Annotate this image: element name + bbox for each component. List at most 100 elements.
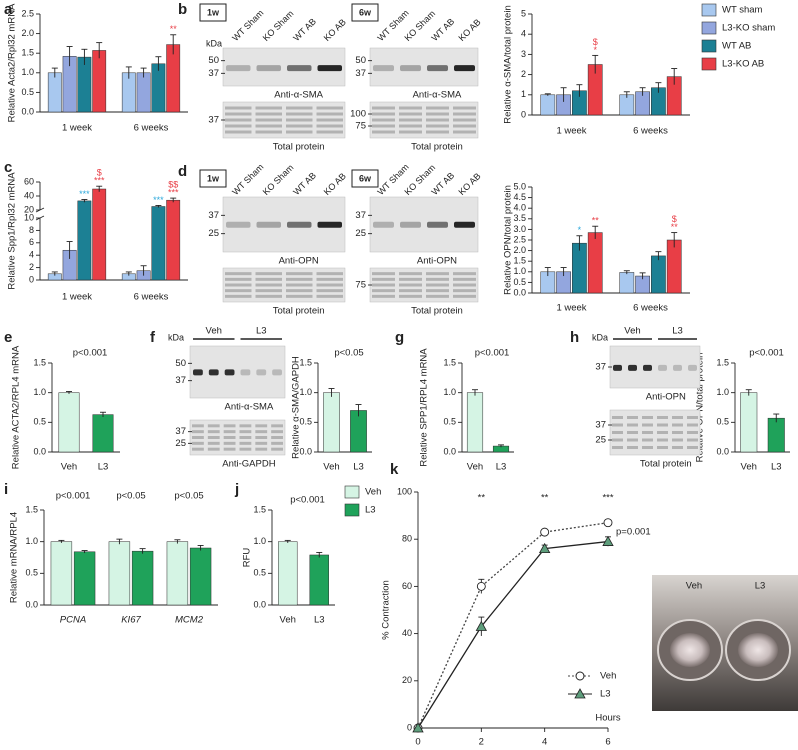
bar [619, 272, 635, 294]
kda-label: kDa [168, 332, 184, 342]
band [612, 423, 623, 427]
marker [538, 542, 551, 554]
band [453, 118, 476, 122]
band [372, 118, 395, 122]
lane-label: WT AB [430, 170, 457, 197]
kda-marker: 37 [208, 210, 219, 221]
band [427, 221, 448, 228]
significance: *** [602, 493, 613, 504]
legend-label: L3-KO sham [722, 23, 775, 34]
y-tick-label: 0 [29, 274, 34, 284]
band [672, 423, 683, 427]
band [225, 277, 252, 281]
band [207, 441, 220, 445]
legend-label: L3 [365, 505, 376, 516]
lane-label: KO AB [322, 171, 348, 197]
band [255, 294, 282, 298]
x-axis-title: Hours [595, 713, 621, 724]
y-tick-label: 0.5 [299, 417, 312, 427]
band [255, 441, 268, 445]
panel-label: f [150, 329, 156, 346]
kda-marker: 25 [208, 228, 219, 239]
legend-swatch [701, 21, 717, 35]
band [687, 423, 698, 427]
p-value: p<0.05 [334, 348, 363, 359]
kda-marker: 37 [355, 210, 366, 221]
y-tick-label: 0.0 [21, 106, 34, 116]
band [372, 294, 395, 298]
band [687, 438, 698, 442]
legend-label: WT sham [722, 5, 763, 16]
band [658, 364, 667, 371]
band [192, 436, 204, 439]
y-tick-label: 0.5 [25, 568, 38, 578]
kda-marker: 50 [355, 55, 366, 66]
band [287, 221, 312, 228]
band [372, 124, 395, 128]
x-tick-label: 6 weeks [134, 292, 169, 303]
y-tick-label: 100 [397, 486, 412, 496]
band [687, 431, 698, 434]
band [657, 438, 668, 442]
x-tick-label: Veh [280, 615, 296, 626]
y-tick-label: 1.0 [33, 387, 46, 397]
band [255, 118, 282, 122]
legend-label: Veh [600, 671, 616, 682]
kda-marker: 25 [175, 438, 186, 449]
y-tick-label: 80 [402, 534, 412, 544]
blot-image [609, 345, 701, 389]
bar [323, 392, 340, 453]
y-tick-label: 1.5 [716, 357, 729, 367]
band [271, 430, 283, 434]
band [255, 130, 282, 134]
band [208, 369, 219, 376]
band [426, 118, 449, 122]
band [426, 124, 449, 128]
lane-label: KO AB [457, 171, 483, 197]
band [316, 106, 343, 110]
band [642, 416, 653, 419]
series-line [417, 540, 609, 729]
band [642, 438, 653, 442]
band [316, 289, 343, 293]
band [225, 106, 252, 110]
bar [136, 72, 151, 113]
tag-box [351, 3, 379, 22]
band [612, 431, 623, 434]
band [657, 416, 668, 419]
legend-label: Veh [365, 487, 381, 498]
band [226, 65, 251, 72]
y-tick-label: 40 [402, 628, 412, 638]
band [453, 294, 476, 298]
p-value: p=0.001 [616, 527, 651, 538]
y-tick-label: 5 [521, 8, 526, 18]
band [225, 112, 252, 116]
x-tick-label: Veh [323, 462, 339, 473]
band [240, 369, 251, 376]
band [223, 424, 236, 428]
band [193, 369, 203, 376]
blot-image [222, 267, 346, 303]
y-tick-label: 1.5 [513, 256, 526, 266]
kda-marker: 37 [175, 426, 186, 437]
y-tick-label: 3.5 [513, 213, 526, 223]
significance: *** [168, 187, 179, 197]
x-tick-label: L3 [353, 462, 364, 473]
band [255, 106, 282, 110]
band [192, 424, 204, 428]
blot-label: Anti-α-SMA [225, 402, 274, 413]
legend-swatch [701, 39, 717, 53]
bar [666, 239, 682, 294]
band [426, 289, 449, 293]
group-label: Veh [624, 326, 640, 337]
band [627, 423, 638, 427]
kda-marker: 75 [355, 280, 366, 291]
y-tick-label: 0 [407, 722, 412, 732]
band [426, 130, 449, 134]
bar [108, 541, 131, 606]
band [657, 423, 668, 427]
x-tick-label: 4 [542, 737, 547, 748]
x-tick-label: L3 [98, 462, 109, 473]
lane-label: WT AB [430, 16, 457, 43]
